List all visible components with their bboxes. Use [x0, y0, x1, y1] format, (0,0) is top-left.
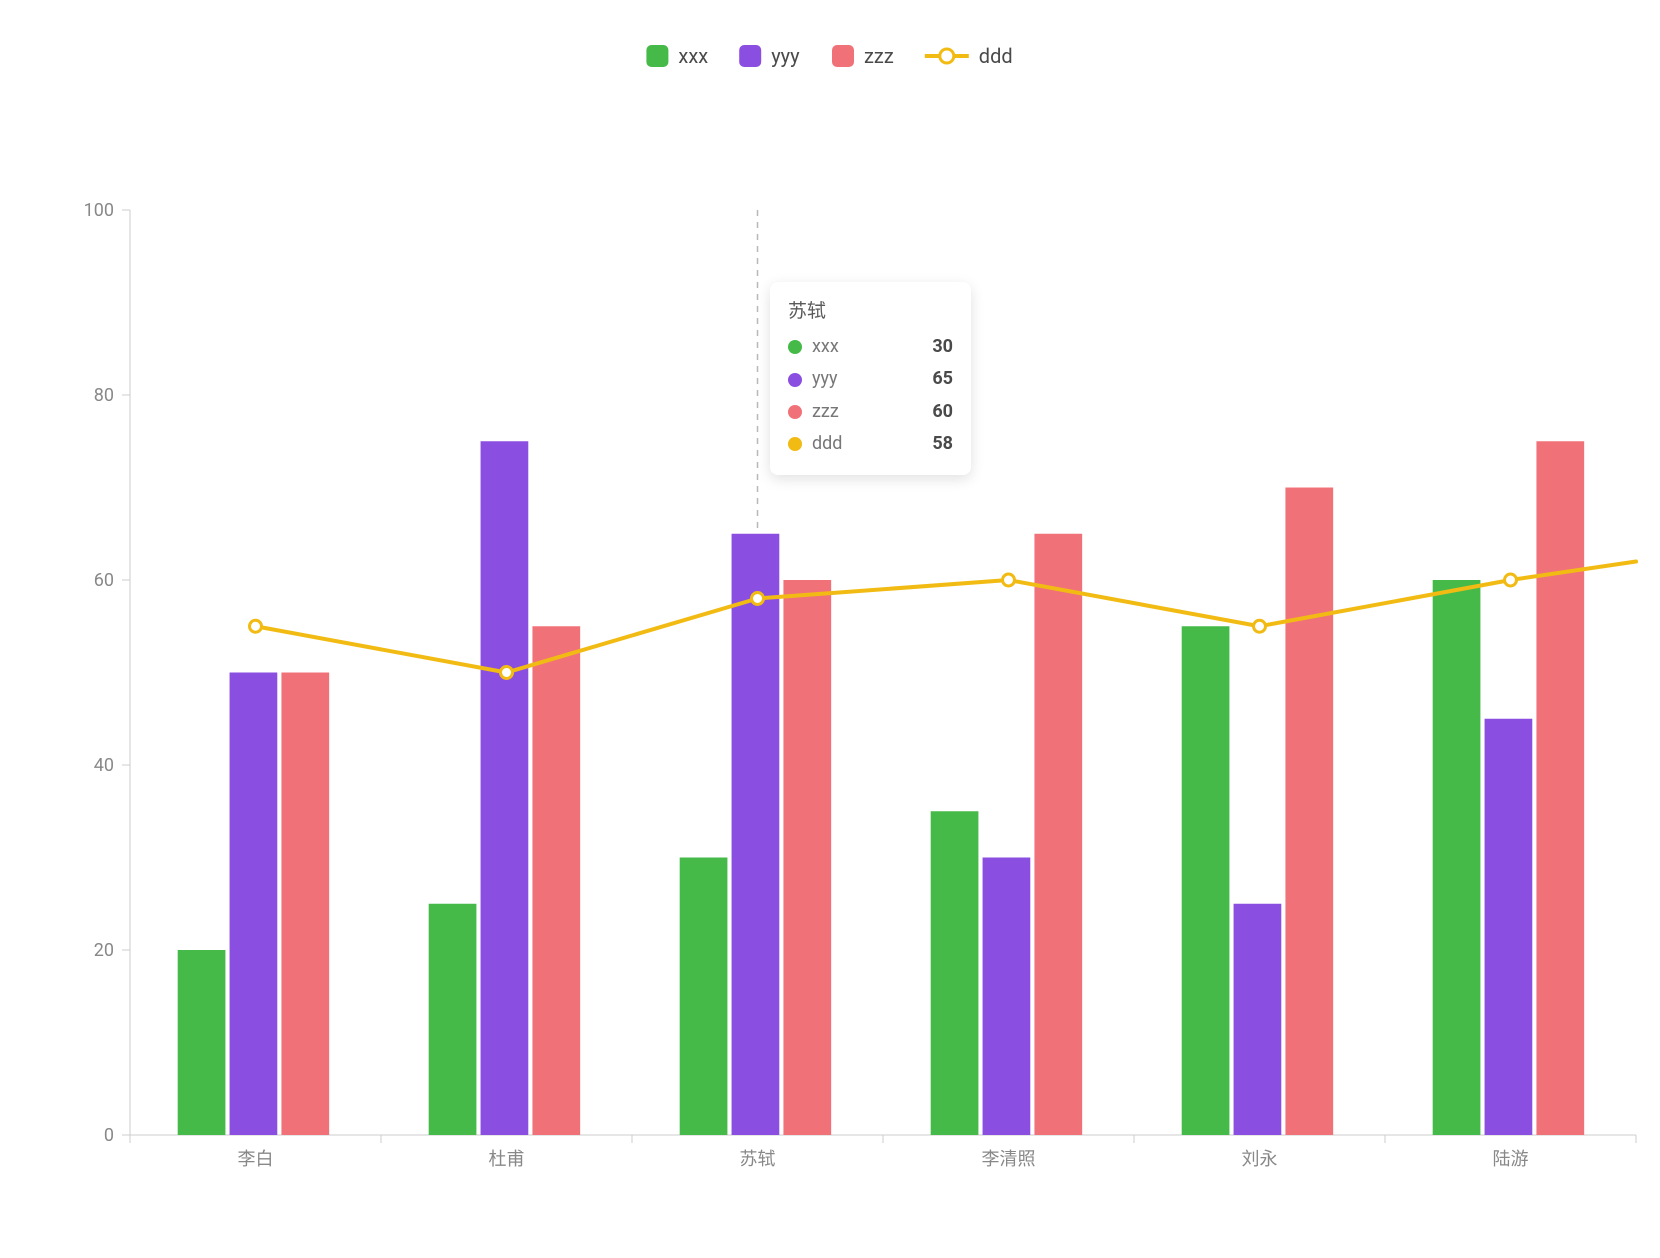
bar-xxx[interactable]	[931, 811, 979, 1135]
bar-yyy[interactable]	[1234, 904, 1282, 1135]
legend-label: yyy	[771, 44, 800, 68]
line-marker[interactable]	[1505, 574, 1517, 586]
line-ddd[interactable]	[256, 562, 1637, 673]
legend-swatch-icon	[646, 45, 668, 67]
legend-item-yyy[interactable]: yyy	[739, 44, 800, 68]
bar-zzz[interactable]	[783, 580, 831, 1135]
bar-zzz[interactable]	[1034, 534, 1082, 1135]
bar-xxx[interactable]	[1182, 626, 1230, 1135]
legend-swatch-icon	[739, 45, 761, 67]
y-tick-label: 20	[94, 940, 114, 961]
y-tick-label: 80	[94, 385, 114, 406]
y-tick-label: 100	[84, 200, 114, 221]
legend-item-ddd[interactable]: ddd	[925, 44, 1013, 68]
legend-label: ddd	[979, 44, 1013, 68]
bar-yyy[interactable]	[732, 534, 780, 1135]
chart-svg: 0 20 40 60 80 100 李白 杜甫 苏轼 李清照 刘永 陆游 xxx yyy zzz ddd	[0, 0, 1660, 1258]
bar-yyy[interactable]	[230, 673, 278, 1136]
line-marker[interactable]	[1003, 574, 1015, 586]
x-tick-label: 杜甫	[489, 1149, 525, 1170]
x-tick-label: 刘永	[1242, 1149, 1278, 1170]
x-tick-label: 苏轼	[740, 1149, 776, 1170]
line-marker[interactable]	[1254, 620, 1266, 632]
bar-xxx[interactable]	[680, 858, 728, 1136]
legend-swatch-icon	[832, 45, 854, 67]
bar-yyy[interactable]	[1485, 719, 1533, 1135]
legend-item-xxx[interactable]: xxx	[646, 44, 708, 68]
bar-yyy[interactable]	[481, 441, 529, 1135]
legend-line-marker-icon	[940, 49, 954, 63]
line-marker[interactable]	[752, 593, 764, 605]
bar-xxx[interactable]	[178, 950, 226, 1135]
x-tick-label: 陆游	[1493, 1149, 1529, 1170]
legend-item-zzz[interactable]: zzz	[832, 44, 894, 68]
y-tick-label: 40	[94, 755, 114, 776]
x-tick-label: 李清照	[982, 1149, 1036, 1170]
legend-label: xxx	[678, 44, 708, 68]
line-marker[interactable]	[250, 620, 262, 632]
bar-xxx[interactable]	[1433, 580, 1481, 1135]
bar-yyy[interactable]	[983, 858, 1031, 1136]
bar-zzz[interactable]	[532, 626, 580, 1135]
bar-xxx[interactable]	[429, 904, 477, 1135]
bar-zzz[interactable]	[281, 673, 329, 1136]
bar-zzz[interactable]	[1536, 441, 1584, 1135]
line-marker[interactable]	[501, 667, 513, 679]
x-tick-label: 李白	[238, 1149, 274, 1170]
y-tick-label: 0	[104, 1125, 114, 1146]
legend-label: zzz	[864, 44, 894, 68]
combo-chart: 0 20 40 60 80 100 李白 杜甫 苏轼 李清照 刘永 陆游 xxx yyy zzz ddd 苏轼…	[0, 0, 1660, 1258]
y-tick-label: 60	[94, 570, 114, 591]
bar-zzz[interactable]	[1285, 488, 1333, 1136]
